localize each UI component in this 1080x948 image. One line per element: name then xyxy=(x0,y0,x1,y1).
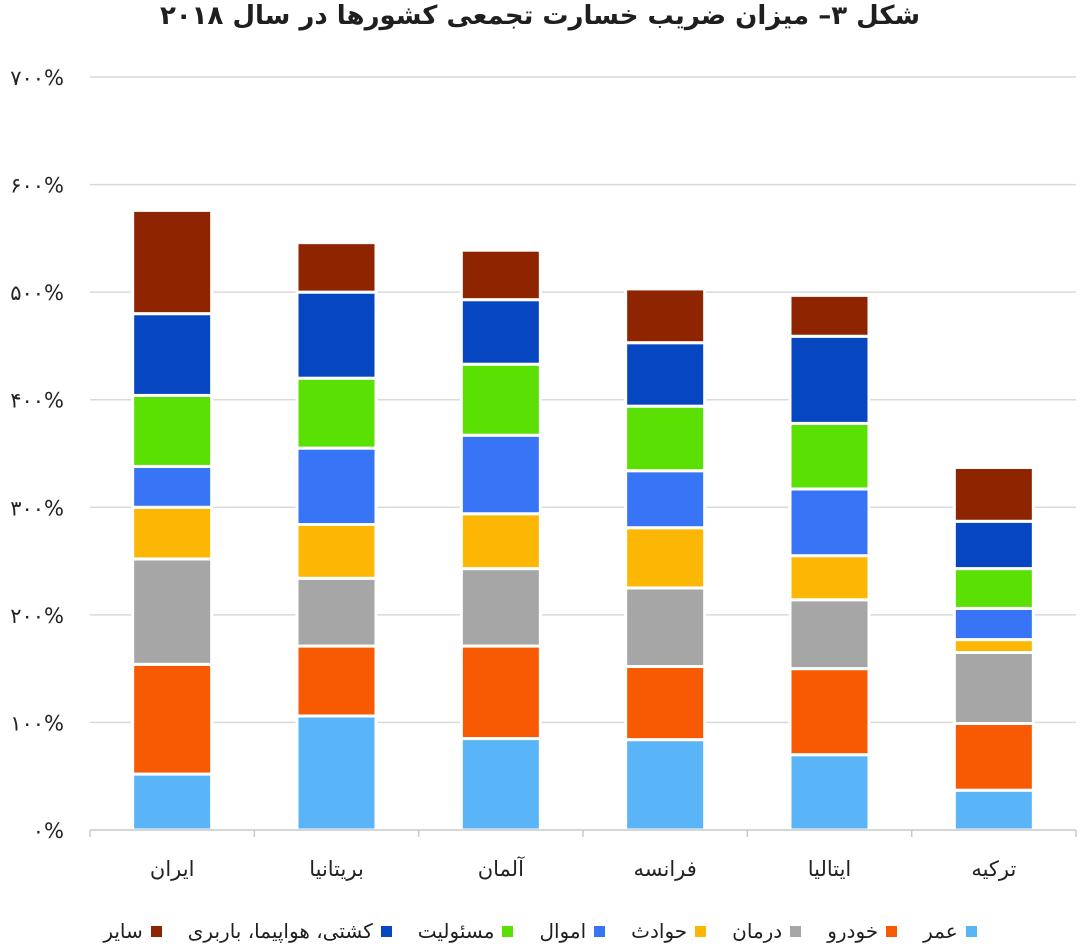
bar-segment xyxy=(295,714,378,832)
y-tick-label: ۴۰۰% xyxy=(10,389,64,413)
legend-label: اموال xyxy=(539,919,587,943)
x-tick-label: ترکیه xyxy=(971,857,1016,881)
bar-segment xyxy=(952,638,1035,655)
bar-segment xyxy=(624,341,707,408)
legend-swatch xyxy=(594,925,606,937)
legend-swatch xyxy=(965,925,977,937)
bar-segment xyxy=(624,526,707,590)
legend-label: درمان xyxy=(732,919,783,943)
bar-segment xyxy=(459,737,542,832)
legend-item: حوادث xyxy=(631,919,707,943)
bar-segment xyxy=(295,241,378,294)
legend-label: سایر xyxy=(103,919,143,943)
bar-segment xyxy=(131,505,214,561)
grid-lines xyxy=(90,76,1076,724)
legend-swatch xyxy=(502,925,514,937)
bar-segment xyxy=(295,576,378,648)
legend-item: خودرو xyxy=(827,919,898,943)
bar-segment xyxy=(459,567,542,648)
legend-swatch xyxy=(380,925,392,937)
y-tick-label: ۷۰۰% xyxy=(10,66,64,90)
legend-item: درمان xyxy=(732,919,802,943)
y-tick-label: ۱۰۰% xyxy=(10,711,64,735)
x-tick-label: فرانسه xyxy=(634,857,697,881)
bar-segment xyxy=(624,469,707,530)
bar-segment xyxy=(459,644,542,741)
bar-segment xyxy=(131,557,214,666)
bar-segment xyxy=(131,393,214,468)
bar-segment xyxy=(624,738,707,832)
legend-label: مسئولیت xyxy=(417,919,495,943)
bar-segment xyxy=(295,644,378,718)
legend-swatch xyxy=(790,925,802,937)
bar-segment xyxy=(295,522,378,580)
legend-swatch xyxy=(150,925,162,937)
legend-item: سایر xyxy=(103,919,162,943)
bar-segment xyxy=(788,487,871,558)
bar-segment xyxy=(459,298,542,366)
legend-swatch xyxy=(886,925,898,937)
legend-label: کشتی، هواپیما، باربری xyxy=(187,919,373,943)
x-tick-label: آلمان xyxy=(478,856,525,881)
bar-segment xyxy=(459,512,542,571)
bar-segment xyxy=(952,465,1035,523)
bar-segment xyxy=(624,586,707,668)
y-tick-label: ۳۰۰% xyxy=(10,496,64,520)
bar-segment xyxy=(131,464,214,509)
bar-segment xyxy=(788,334,871,425)
bar-segment xyxy=(624,664,707,742)
legend-item: مسئولیت xyxy=(418,919,514,943)
bar-segment xyxy=(131,662,214,776)
bar-segment xyxy=(788,598,871,671)
bar-segment xyxy=(131,312,214,397)
bar-segment xyxy=(131,208,214,316)
bar-segment xyxy=(952,519,1035,571)
legend-item: عمر xyxy=(923,919,977,943)
axes: ۰% ۱۰۰% ۲۰۰% ۳۰۰% ۴۰۰% ۵۰۰% ۶۰۰% ۷۰۰% ایران بریتا… xyxy=(10,66,1077,881)
y-tick-label: ۶۰۰% xyxy=(10,174,64,198)
x-tick-label: ایران xyxy=(150,857,195,881)
bar-segment xyxy=(788,667,871,757)
bars xyxy=(131,208,1035,832)
legend: عمر خودرو درمان حوادث اموال مسئولیت کشتی، هواپ… xyxy=(0,916,1080,946)
bar-segment xyxy=(131,772,214,832)
bar-segment xyxy=(295,446,378,526)
bar-segment xyxy=(295,290,378,380)
bar-segment xyxy=(624,287,707,345)
bar-segment xyxy=(624,404,707,473)
bar-segment xyxy=(459,248,542,302)
bar-segment xyxy=(788,421,871,491)
legend-swatch xyxy=(695,925,707,937)
bar-segment xyxy=(952,788,1035,832)
y-tick-label: ۵۰۰% xyxy=(10,281,64,305)
y-tick-label: ۰% xyxy=(33,819,64,843)
bar-segment xyxy=(295,376,378,450)
legend-label: حوادث xyxy=(631,919,688,943)
bar-segment xyxy=(459,433,542,516)
bar-segment xyxy=(952,606,1035,642)
legend-label: خودرو xyxy=(827,919,879,943)
y-tick-label: ۲۰۰% xyxy=(10,604,64,628)
bar-segment xyxy=(788,293,871,338)
legend-item: اموال xyxy=(539,919,606,943)
bar-segment xyxy=(952,651,1035,726)
bar-segment xyxy=(952,567,1035,610)
chart-title: شکل ۳– میزان ضریب خسارت تجمعی کشورها در … xyxy=(159,1,921,31)
legend-label: عمر xyxy=(923,919,958,943)
legend-item: کشتی، هواپیما، باربری xyxy=(188,919,392,943)
bar-segment xyxy=(788,753,871,832)
bar-segment xyxy=(459,362,542,437)
x-tick-label: بریتانیا xyxy=(309,857,364,881)
bar-segment xyxy=(788,554,871,602)
bar-segment xyxy=(952,722,1035,792)
x-tick-label: ایتالیا xyxy=(808,857,852,881)
